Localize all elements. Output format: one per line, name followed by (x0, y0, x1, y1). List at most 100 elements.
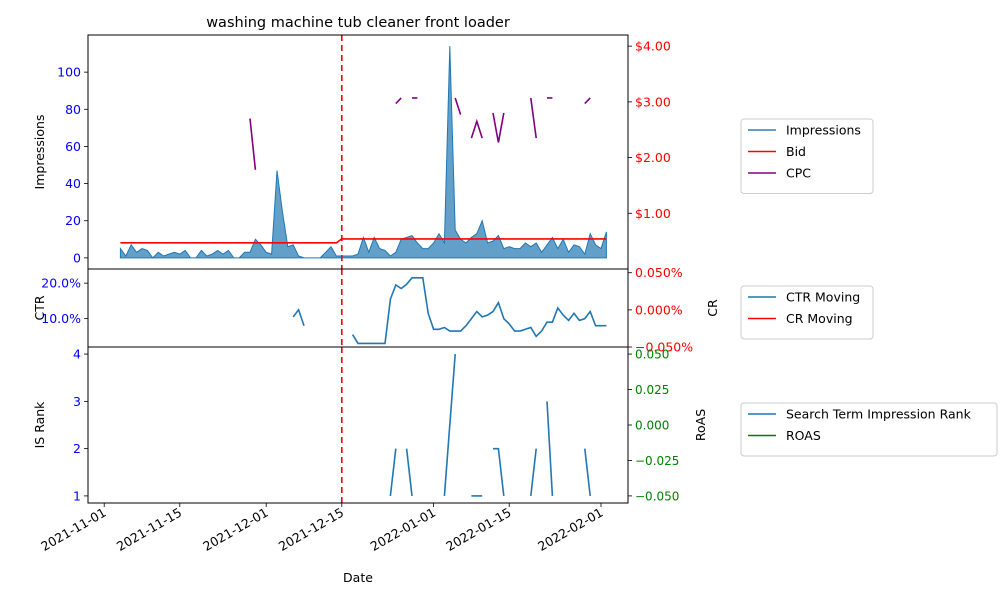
impressions-point (260, 244, 262, 246)
y-left-tick-label: 20 (65, 213, 81, 228)
legend-label: Bid (786, 144, 806, 159)
ctr-moving-line (292, 308, 305, 326)
impressions-point (244, 251, 246, 253)
impressions-point (535, 242, 537, 244)
y-right-tick-label: 0.025 (635, 383, 669, 397)
y-left-tick-label: 0 (73, 250, 81, 265)
impressions-point (481, 220, 483, 222)
impressions-point (552, 237, 554, 239)
impressions-point (346, 255, 348, 257)
y-left-axis-label: CTR (32, 295, 47, 320)
impressions-point (498, 235, 500, 237)
impressions-point (357, 253, 359, 255)
legend-label: CTR Moving (786, 290, 860, 305)
y-left-tick-label: 3 (73, 394, 81, 409)
y-right-tick-label: −0.025 (635, 454, 679, 468)
impressions-point (292, 244, 294, 246)
bid-line (120, 238, 607, 244)
search-term-impression-rank-line (584, 448, 591, 497)
impressions-point (508, 246, 510, 248)
impressions-point (606, 231, 608, 233)
impressions-point (190, 257, 192, 259)
impressions-point (184, 250, 186, 252)
y-left-tick-label: 80 (65, 102, 81, 117)
impressions-point (417, 242, 419, 244)
y-right-tick-label: $4.00 (635, 39, 671, 54)
impressions-point (589, 233, 591, 235)
search-term-impression-rank-line (389, 448, 397, 497)
y-left-tick-label: 60 (65, 139, 81, 154)
impressions-area (119, 46, 607, 259)
y-right-tick-label: −0.050% (635, 340, 693, 355)
y-right-tick-label: 0.050% (635, 265, 683, 280)
impressions-point (433, 242, 435, 244)
impressions-point (206, 255, 208, 257)
cpc-line (492, 112, 505, 143)
impressions-point (255, 238, 257, 240)
impressions-point (449, 45, 451, 47)
impressions-point (238, 257, 240, 259)
search-term-impression-rank-line (493, 447, 505, 497)
y-left-tick-label: 1 (73, 488, 81, 503)
impressions-point (492, 240, 494, 242)
plot-layer (119, 35, 608, 503)
impressions-point (373, 237, 375, 239)
impressions-point (271, 253, 273, 255)
impressions-point (330, 246, 332, 248)
impressions-point (444, 242, 446, 244)
impressions-point (303, 257, 305, 259)
cpc-line (395, 97, 402, 105)
impressions-point (222, 253, 224, 255)
impressions-point (503, 248, 505, 250)
legend-label: CR Moving (786, 311, 853, 326)
impressions-point (595, 244, 597, 246)
impressions-point (384, 250, 386, 252)
impressions-point (120, 248, 122, 250)
impressions-point (487, 242, 489, 244)
y-right-axis-label: RoAS (693, 409, 708, 441)
cpc-line (470, 118, 483, 139)
impressions-point (363, 237, 365, 239)
impressions-point (579, 246, 581, 248)
search-term-impression-rank-line (443, 354, 456, 496)
y-right-axis-label: CR (705, 299, 720, 317)
y-right-tick-label: $1.00 (635, 206, 671, 221)
impressions-point (438, 233, 440, 235)
impressions-point (336, 255, 338, 257)
impressions-point (125, 255, 127, 257)
impressions-point (174, 251, 176, 253)
impressions-point (568, 251, 570, 253)
impressions-point (325, 251, 327, 253)
impressions-point (163, 255, 165, 257)
impressions-point (368, 251, 370, 253)
legend-layer: Impressions Bid CPC CTR Moving CR Moving Sear… (740, 118, 998, 457)
impressions-point (265, 251, 267, 253)
impressions-point (573, 244, 575, 246)
impressions-point (276, 170, 278, 172)
y-left-axis-label: Impressions (32, 115, 47, 190)
impressions-point (249, 251, 251, 253)
impressions-point (541, 251, 543, 253)
search-term-impression-rank-line (530, 448, 537, 497)
impressions-point (168, 253, 170, 255)
y-left-tick-label: 20.0% (41, 276, 81, 291)
impressions-point (406, 237, 408, 239)
impressions-point (314, 257, 316, 259)
impressions-point (514, 248, 516, 250)
impressions-point (201, 250, 203, 252)
impressions-point (282, 211, 284, 213)
impressions-point (471, 237, 473, 239)
legend-label: Impressions (786, 123, 861, 138)
legend-box (740, 402, 998, 457)
impressions-point (390, 255, 392, 257)
impressions-point (454, 229, 456, 231)
impressions-point (557, 248, 559, 250)
y-left-tick-label: 100 (57, 65, 81, 80)
y-left-axis-label: IS Rank (32, 401, 47, 449)
y-left-tick-label: 2 (73, 441, 81, 456)
impressions-point (141, 248, 143, 250)
cpc-line (530, 97, 537, 139)
legend-label: ROAS (786, 428, 821, 443)
impressions-point (584, 253, 586, 255)
